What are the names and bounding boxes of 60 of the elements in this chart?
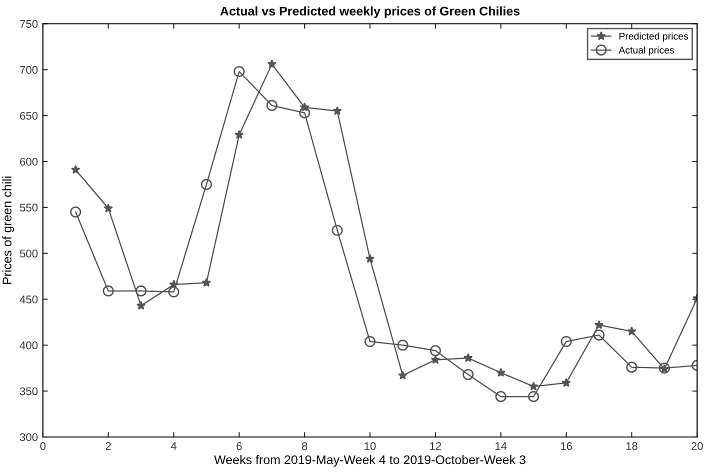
point bbox=[267, 59, 277, 68]
point bbox=[364, 336, 376, 348]
point bbox=[202, 278, 212, 287]
point bbox=[398, 370, 408, 380]
x-tick-label: 2 bbox=[106, 442, 111, 450]
point bbox=[560, 336, 572, 348]
point bbox=[266, 100, 278, 112]
x-tick-label: 8 bbox=[302, 442, 308, 450]
legend-label: Actual prices bbox=[618, 46, 674, 56]
chart-title: Actual vs Predicted weekly prices of Green Chilies bbox=[220, 6, 520, 18]
x-tick-label: 10 bbox=[364, 442, 376, 450]
point bbox=[626, 362, 638, 373]
point bbox=[495, 391, 506, 402]
point bbox=[627, 326, 636, 336]
y-tick-label: 300 bbox=[20, 433, 38, 442]
x-tick-label: 4 bbox=[170, 442, 177, 450]
point bbox=[365, 254, 375, 263]
point bbox=[496, 368, 506, 377]
y-tick-label: 450 bbox=[20, 296, 38, 304]
x-tick-label: 16 bbox=[560, 442, 572, 450]
y-tick-label: 550 bbox=[20, 204, 38, 212]
point bbox=[136, 300, 146, 310]
point bbox=[234, 66, 245, 78]
point bbox=[168, 286, 180, 298]
point bbox=[562, 378, 571, 387]
point bbox=[463, 353, 473, 362]
y-tick-label: 400 bbox=[20, 341, 38, 350]
y-tick-label: 650 bbox=[20, 112, 38, 120]
point bbox=[234, 130, 244, 139]
y-tick-label: 750 bbox=[20, 20, 38, 28]
point bbox=[104, 203, 113, 212]
point bbox=[135, 285, 147, 297]
y-tick-label: 600 bbox=[20, 158, 38, 166]
y-tick-label: 700 bbox=[20, 66, 38, 74]
legend-label: Predicted prices bbox=[619, 32, 688, 42]
point bbox=[332, 106, 342, 116]
x-tick-label: 0 bbox=[40, 442, 46, 450]
x-tick-label: 12 bbox=[430, 442, 442, 450]
point bbox=[299, 107, 310, 118]
x-tick-label: 18 bbox=[626, 442, 638, 450]
y-axis-title: Prices of green chili bbox=[2, 176, 14, 284]
point bbox=[593, 330, 605, 341]
point bbox=[528, 382, 538, 391]
point bbox=[462, 368, 474, 380]
x-tick-label: 20 bbox=[692, 442, 703, 450]
point bbox=[332, 224, 343, 236]
x-tick-label: 14 bbox=[496, 442, 507, 450]
point bbox=[397, 340, 408, 351]
y-tick-label: 500 bbox=[20, 250, 38, 258]
point bbox=[200, 178, 212, 190]
y-tick-label: 350 bbox=[20, 387, 38, 396]
point bbox=[594, 320, 604, 330]
point bbox=[430, 355, 440, 364]
point bbox=[70, 164, 80, 174]
x-axis-title: Weeks from 2019-May-Week 4 to 2019-October-Week 3 bbox=[214, 454, 526, 467]
point bbox=[430, 345, 441, 356]
x-tick-label: 6 bbox=[236, 442, 242, 450]
point bbox=[102, 285, 114, 297]
point bbox=[528, 391, 540, 402]
point bbox=[70, 206, 82, 218]
